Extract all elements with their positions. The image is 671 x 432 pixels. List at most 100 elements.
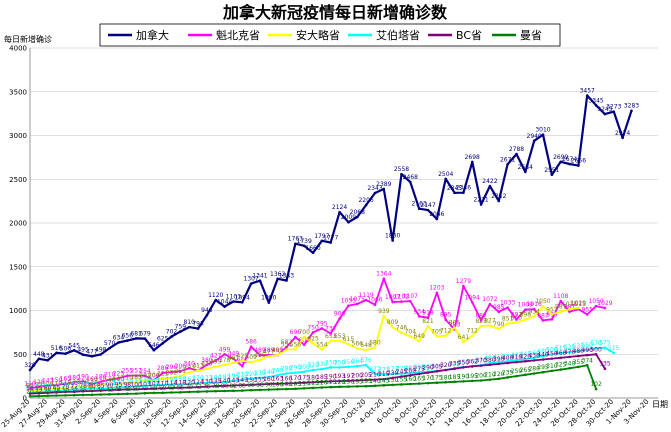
data-label: 201 [139, 372, 151, 379]
data-label: 173 [201, 375, 213, 382]
data-point [170, 391, 173, 394]
data-label: 548 [360, 342, 372, 349]
data-point [488, 302, 492, 306]
data-label: 180 [210, 374, 222, 381]
data-point [134, 387, 138, 391]
data-label: 435 [254, 352, 266, 359]
data-label: 515 [608, 345, 620, 352]
data-label: 625 [157, 335, 169, 342]
data-point [276, 387, 279, 391]
data-label: 310 [431, 363, 443, 370]
data-point [391, 325, 394, 329]
data-point [462, 366, 465, 369]
data-point [232, 357, 235, 361]
data-label: 200 [475, 373, 487, 380]
data-label: 82 [230, 383, 238, 390]
data-point [117, 388, 120, 391]
data-point [515, 318, 518, 321]
data-point [81, 389, 85, 393]
data-point [603, 367, 607, 370]
data-point [125, 388, 129, 391]
data-label: 896 [520, 312, 532, 319]
data-label: 335 [599, 361, 611, 368]
data-point [240, 383, 244, 387]
data-label: 200 [148, 373, 160, 380]
data-label: 566 [352, 340, 364, 347]
data-point [311, 331, 315, 334]
series-line [29, 277, 606, 390]
data-point [187, 390, 191, 394]
data-point [214, 384, 218, 388]
data-point [320, 348, 324, 351]
data-point [179, 374, 182, 378]
data-point [196, 390, 200, 394]
data-point [541, 354, 545, 358]
data-label: 934 [528, 308, 540, 315]
data-label: 535 [573, 343, 585, 350]
data-label: 1015 [571, 301, 586, 308]
data-label: 170 [290, 375, 302, 382]
data-point [444, 334, 448, 338]
data-point [161, 391, 164, 395]
data-point [338, 339, 341, 343]
data-label: 1102 [394, 294, 409, 301]
data-label: 360 [467, 359, 479, 366]
data-label: 987 [555, 304, 567, 311]
data-label: 359 [210, 359, 222, 366]
data-label: 95 [70, 382, 78, 389]
data-label: 130 [77, 379, 89, 386]
data-label: 3245 [597, 106, 612, 113]
data-point [81, 353, 85, 356]
x-axis-label: 日期 [652, 400, 668, 409]
data-point [285, 345, 288, 349]
data-point [524, 318, 527, 321]
data-label: 58 [150, 385, 158, 392]
data-label: 22 [35, 388, 43, 395]
data-point [435, 335, 439, 338]
data-label: 795 [316, 320, 328, 327]
data-point [577, 354, 580, 358]
data-label: 390 [493, 356, 505, 363]
data-label: 1777 [323, 235, 338, 242]
data-label: 401 [228, 355, 240, 362]
data-point [559, 368, 563, 371]
data-point [267, 388, 271, 391]
data-point [585, 348, 589, 352]
data-label: 85 [26, 383, 34, 390]
data-label: 580 [369, 339, 381, 346]
data-label: 143 [42, 377, 54, 384]
data-label: 160 [263, 376, 275, 383]
data-point [444, 177, 448, 181]
data-label: 491 [272, 347, 284, 354]
series-5: 20 22 25 28 30 32 35 37 40 42 45 48 50 55 58 60 63 65 70 72… [26, 357, 602, 398]
data-label: 1362 [270, 271, 285, 278]
data-point [338, 210, 341, 214]
data-point [72, 393, 76, 397]
data-point [152, 387, 156, 390]
data-point [81, 385, 85, 388]
data-label: 1119 [358, 292, 373, 299]
data-point [506, 306, 509, 309]
data-point [488, 184, 492, 188]
data-point [453, 380, 456, 384]
y-tick-label: 2000 [9, 220, 27, 228]
data-point [232, 361, 235, 365]
data-point [347, 385, 350, 388]
data-label: 260 [272, 367, 284, 374]
series-3: 60 70 80 75 90 95 1001101051121201281331381451… [26, 340, 620, 395]
data-label: 641 [458, 334, 470, 341]
data-label: 653 [334, 333, 346, 340]
data-point [382, 372, 386, 376]
data-label: 460 [528, 350, 540, 357]
data-label: 2009 [341, 214, 356, 221]
data-point [347, 220, 350, 224]
data-label: 197 [343, 373, 355, 380]
data-label: 320 [440, 362, 452, 369]
data-point [532, 314, 536, 318]
data-point [214, 365, 218, 368]
data-point [55, 383, 58, 387]
data-label: 376 [475, 357, 487, 364]
data-point [37, 385, 41, 389]
legend-label: 安大略省 [296, 28, 340, 42]
data-point [479, 324, 483, 328]
